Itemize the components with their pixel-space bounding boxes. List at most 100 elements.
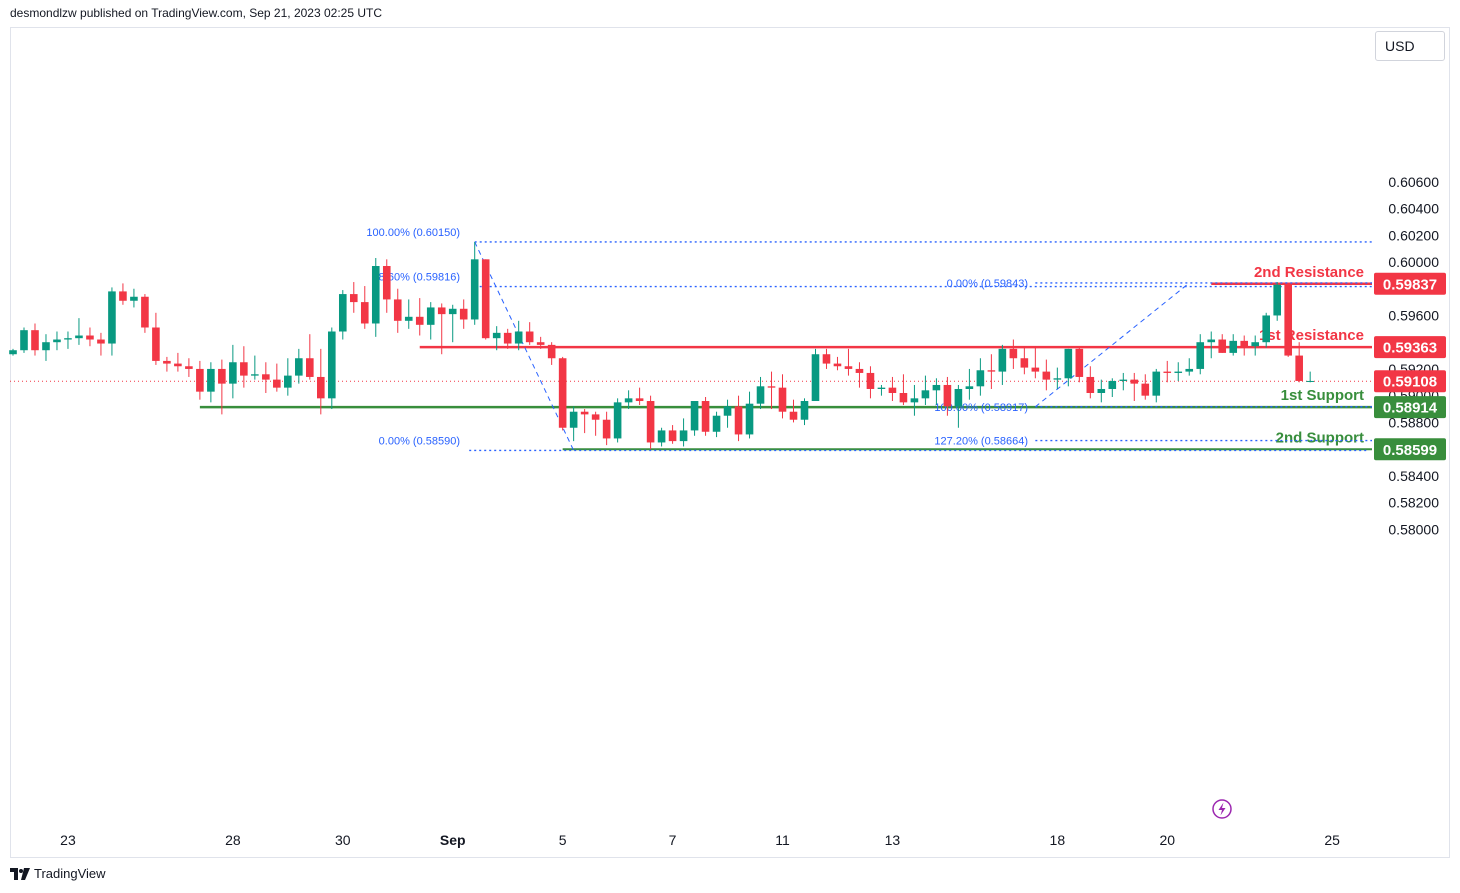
candle-body: [42, 342, 50, 351]
candle-body: [1295, 355, 1303, 381]
candle: [1053, 367, 1062, 389]
candle-body: [580, 411, 589, 415]
candle: [1009, 339, 1018, 369]
candle-body: [613, 402, 622, 439]
candle-body: [240, 362, 248, 376]
candle-body: [811, 354, 820, 402]
candle-body: [251, 374, 259, 376]
candle: [86, 327, 94, 347]
candle: [547, 342, 556, 365]
candles: [9, 241, 1314, 450]
level-name-label: 2nd Support: [1276, 429, 1364, 446]
candle: [1108, 378, 1117, 398]
currency-button[interactable]: USD: [1375, 31, 1445, 61]
y-tick-label: 0.58400: [1388, 468, 1439, 484]
candle-body: [426, 307, 435, 325]
candle: [393, 288, 402, 333]
candle-body: [690, 401, 699, 431]
candle: [317, 348, 325, 415]
candle-body: [196, 368, 204, 392]
candle: [415, 298, 424, 336]
y-tick-label: 0.59600: [1388, 307, 1439, 323]
candle: [943, 376, 952, 416]
candle-body: [327, 331, 336, 399]
candle-body: [437, 307, 446, 315]
candle: [64, 331, 72, 349]
candle: [1207, 331, 1216, 359]
candle: [31, 323, 39, 356]
candle-body: [360, 302, 369, 324]
candle: [965, 368, 974, 400]
candle: [1086, 366, 1095, 399]
candle-body: [954, 388, 963, 407]
candle-body: [943, 384, 952, 407]
candle: [360, 286, 369, 329]
x-tick-label: 18: [1050, 832, 1066, 848]
candle: [613, 398, 622, 443]
candle: [602, 411, 611, 446]
candle: [767, 371, 776, 410]
candle-body: [31, 330, 39, 351]
candle-body: [1163, 371, 1172, 373]
price-tag-label: 0.58599: [1383, 442, 1437, 459]
footer-brand[interactable]: TradingView: [10, 866, 106, 881]
candle: [382, 259, 391, 313]
candle: [426, 302, 435, 340]
candle-body: [1174, 371, 1183, 373]
candle-body: [558, 358, 567, 428]
candle: [53, 331, 61, 351]
level-name-label: 1st Resistance: [1259, 327, 1364, 344]
lightning-icon[interactable]: [1212, 799, 1232, 819]
candle: [998, 344, 1007, 385]
candle-body: [1042, 371, 1051, 380]
candle: [976, 358, 985, 396]
candle-body: [877, 387, 886, 389]
candle-body: [1251, 342, 1260, 347]
candle-body: [349, 294, 358, 303]
candle: [284, 358, 292, 396]
price-tag: [1374, 370, 1446, 393]
time-axis: 23 28 30 Sep 5 7 11 13 18 20 25: [60, 832, 1340, 848]
candle-body: [229, 362, 237, 384]
candle: [185, 358, 193, 377]
candle-body: [404, 316, 413, 321]
x-tick-label: Sep: [440, 832, 466, 848]
candle-body: [701, 401, 710, 432]
price-tag-label: 0.58914: [1383, 400, 1438, 417]
candle: [295, 348, 303, 384]
candle-body: [1064, 348, 1073, 379]
candle-body: [415, 316, 424, 325]
price-tag-label: 0.59108: [1383, 374, 1437, 391]
fib-trend-line: [474, 241, 575, 451]
candle-body: [1306, 380, 1314, 382]
candle: [712, 411, 721, 438]
candle-body: [778, 387, 787, 412]
candle: [262, 362, 270, 393]
candle-body: [1229, 340, 1238, 353]
y-tick-label: 0.58000: [1388, 521, 1439, 537]
candle: [1031, 346, 1040, 379]
candle-body: [338, 294, 347, 332]
candle: [855, 362, 864, 388]
candle: [459, 299, 468, 329]
x-tick-label: 7: [669, 832, 677, 848]
candle-body: [1273, 284, 1281, 316]
price-tag: [1374, 336, 1446, 359]
candle: [1251, 335, 1260, 356]
candle-body: [20, 330, 28, 351]
candle: [470, 241, 479, 325]
candle-body: [1009, 348, 1018, 359]
candle: [42, 334, 50, 361]
fib-label: 127.20% (0.58664): [934, 436, 1028, 448]
candle: [229, 344, 237, 399]
candle: [888, 376, 897, 402]
candle-body: [1053, 378, 1062, 380]
x-tick-label: 5: [559, 832, 567, 848]
candle: [723, 399, 732, 428]
candle-body: [866, 372, 875, 389]
candle-body: [1086, 376, 1095, 393]
fib-label: 0.00% (0.59843): [947, 278, 1028, 290]
x-tick-label: 13: [885, 832, 901, 848]
candle-body: [646, 401, 655, 443]
